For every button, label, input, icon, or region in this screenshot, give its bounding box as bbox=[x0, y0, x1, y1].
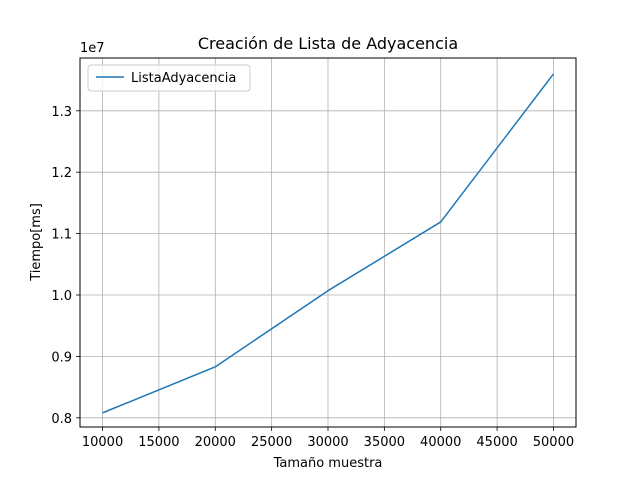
chart-title: Creación de Lista de Adyacencia bbox=[198, 34, 458, 53]
y-tick-label: 1.2 bbox=[51, 166, 72, 181]
x-axis-label: Tamaño muestra bbox=[273, 456, 383, 471]
legend-box bbox=[87, 64, 251, 92]
x-axis: 10000 15000 20000 25000 30000 35000 40000 45000… bbox=[82, 427, 574, 450]
x-tick-label: 25000 bbox=[251, 435, 292, 450]
y-tick-label: 0.9 bbox=[51, 350, 72, 365]
series-line bbox=[102, 73, 555, 414]
y-tick-label: 1.0 bbox=[51, 289, 72, 304]
grid bbox=[80, 58, 576, 427]
x-tick-label: 50000 bbox=[533, 435, 574, 450]
y-tick-label: 0.8 bbox=[51, 412, 72, 427]
x-tick-label: 45000 bbox=[476, 435, 517, 450]
legend-label: ListaAdyacencia bbox=[131, 71, 236, 86]
y-offset-label: 1e7 bbox=[80, 41, 105, 56]
x-tick-label: 10000 bbox=[82, 435, 123, 450]
y-tick-label: 1.1 bbox=[51, 228, 72, 243]
series-layer bbox=[102, 73, 555, 414]
x-tick-label: 20000 bbox=[195, 435, 236, 450]
x-tick-label: 35000 bbox=[364, 435, 405, 450]
y-axis-label: Tiempo[ms] bbox=[29, 203, 44, 282]
x-tick-label: 30000 bbox=[307, 435, 348, 450]
y-axis: 0.8 0.9 1.0 1.1 1.2 1.3 bbox=[51, 105, 80, 427]
legend: ListaAdyacencia bbox=[87, 64, 251, 92]
x-tick-label: 15000 bbox=[138, 435, 179, 450]
y-tick-label: 1.3 bbox=[51, 105, 72, 120]
x-tick-label: 40000 bbox=[420, 435, 461, 450]
